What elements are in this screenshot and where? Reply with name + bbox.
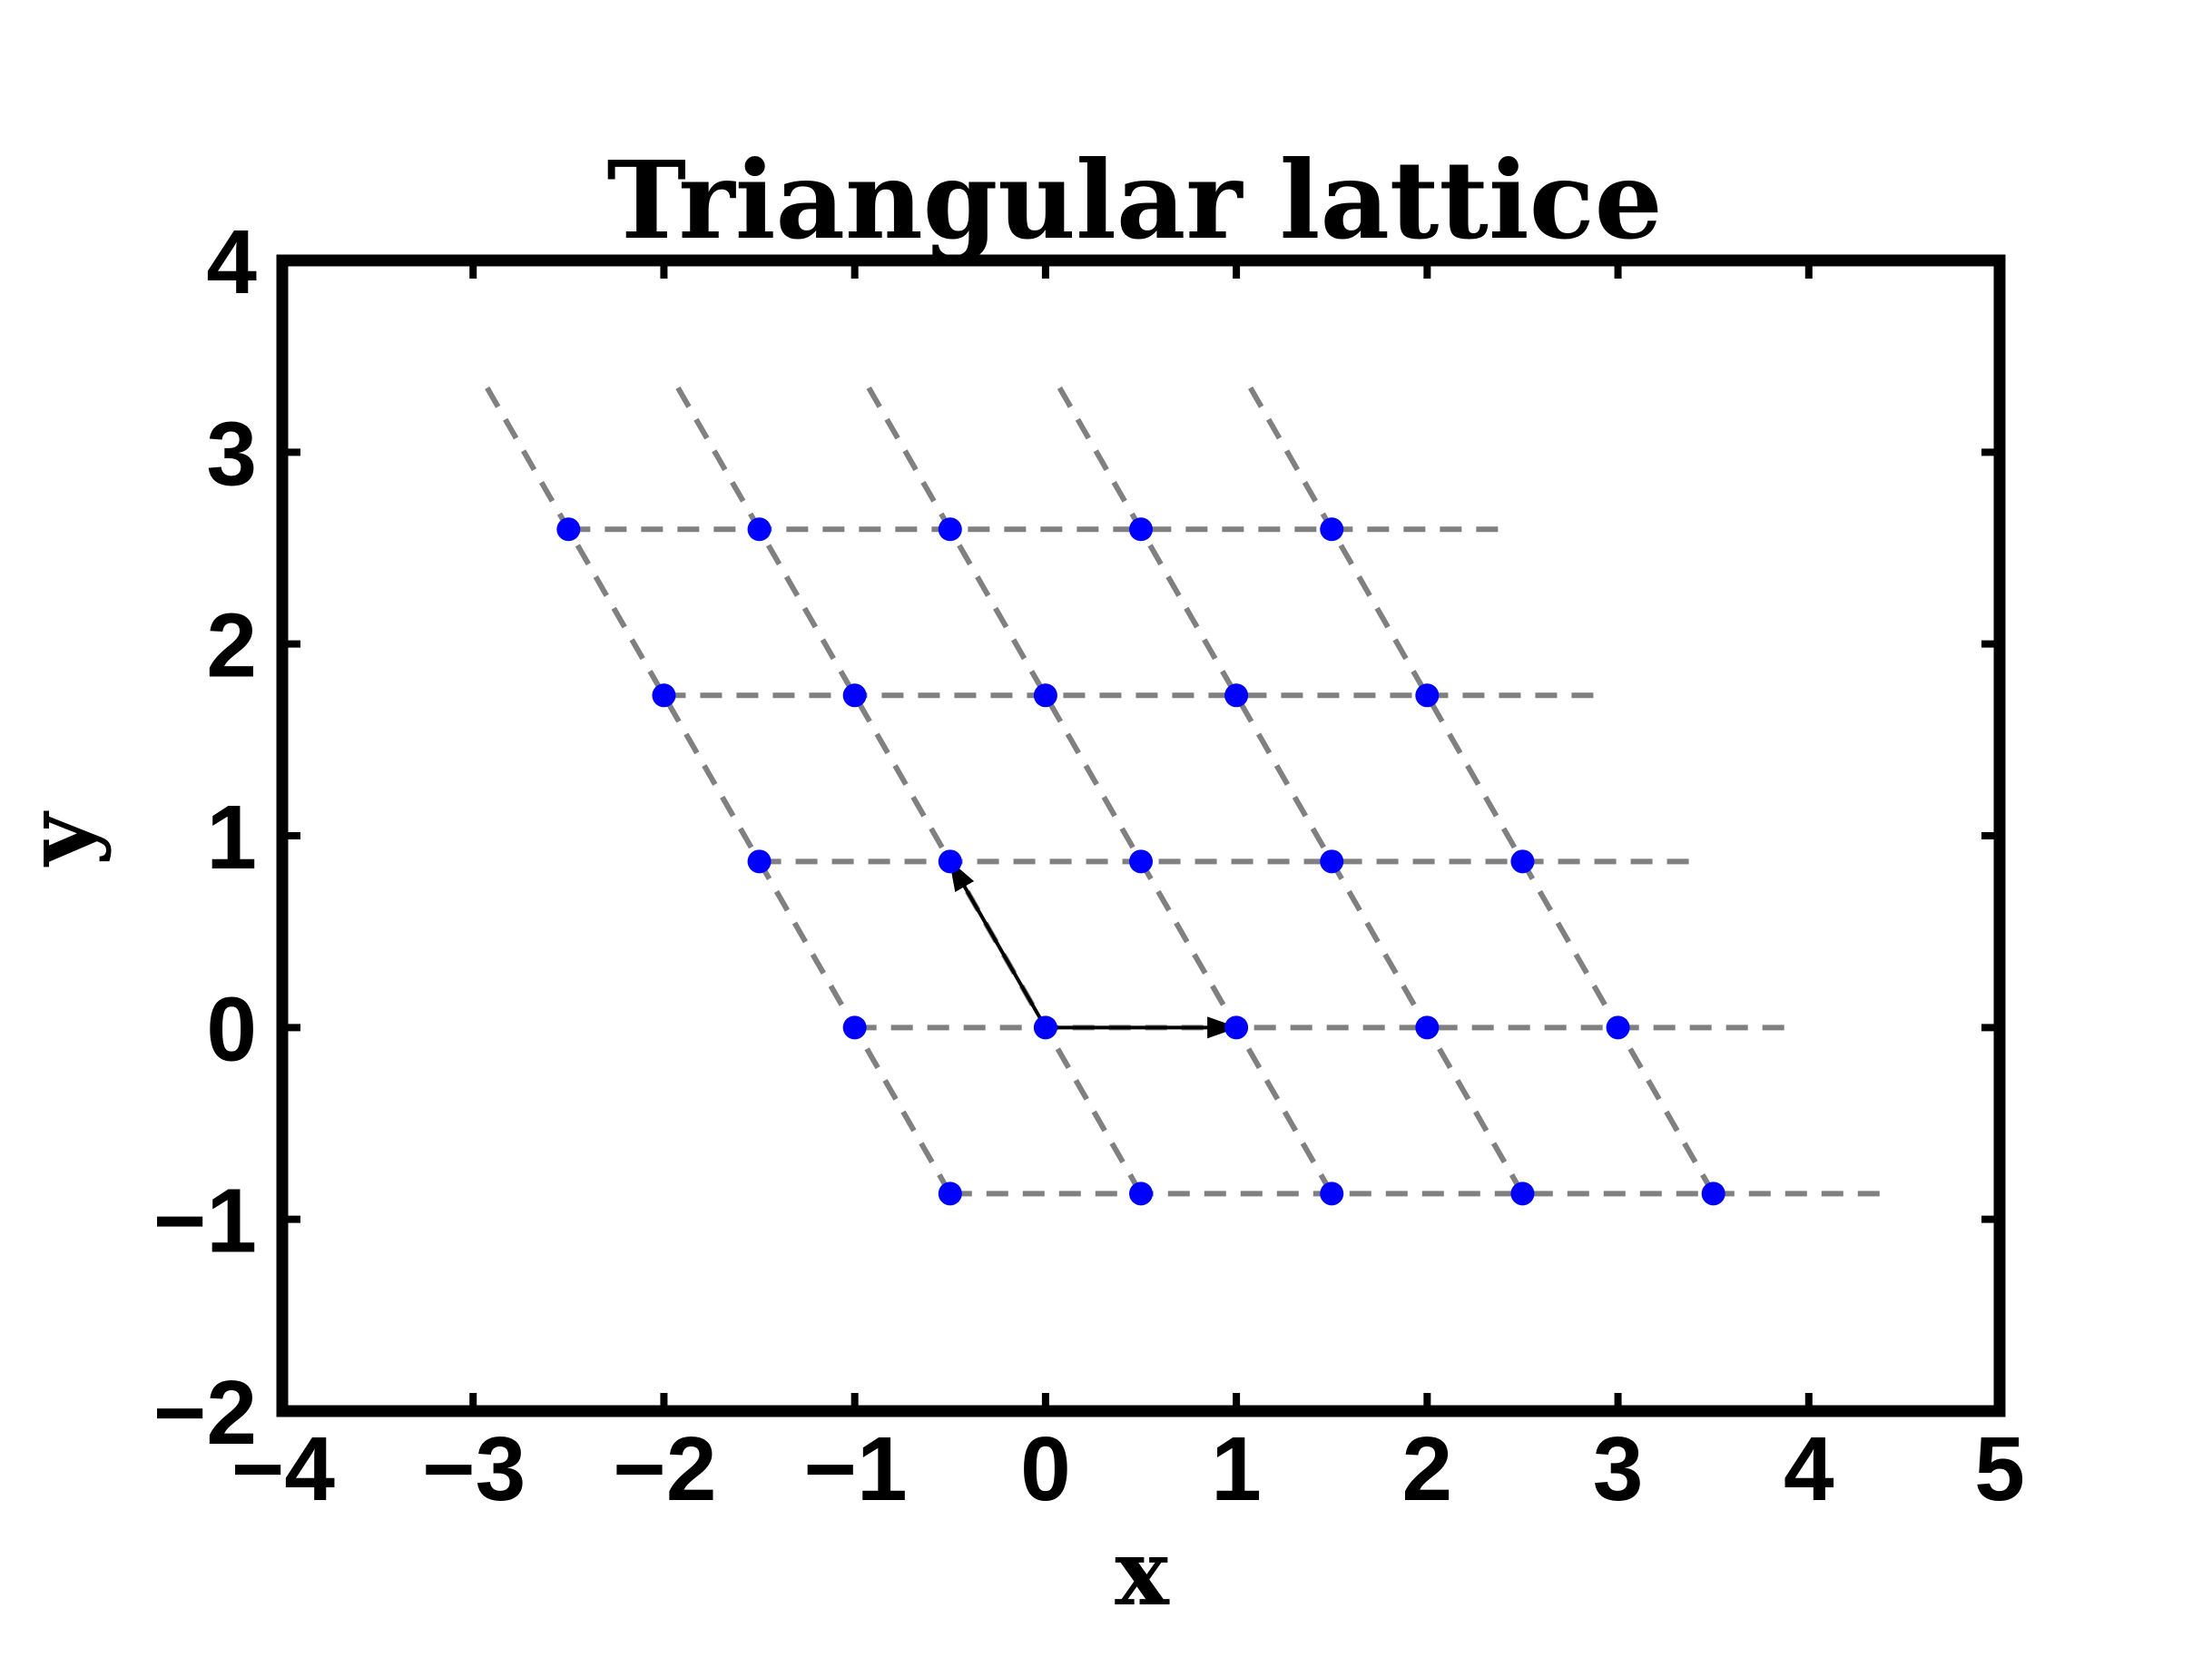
lattice-vector-arrow — [949, 859, 1047, 1029]
y-tick-label: 4 — [206, 211, 257, 313]
x-axis-label: x — [1115, 1519, 1170, 1626]
lattice-point — [1033, 683, 1057, 708]
lattice-point — [1224, 1015, 1249, 1040]
slanted-lattice-line — [1052, 378, 1526, 1195]
axes: −4 −3 −2 −1 0 1 2 3 4 5 −2 −1 0 1 2 3 4 — [153, 211, 2025, 1520]
slanted-lattice-line — [861, 378, 1334, 1195]
y-tick-label: 1 — [206, 787, 257, 888]
lattice-point — [938, 1182, 962, 1206]
lattice-point — [842, 683, 867, 708]
x-tick-label: 4 — [1784, 1418, 1834, 1520]
x-tick-label: 5 — [1974, 1418, 2025, 1520]
y-tick-label: 0 — [206, 978, 257, 1080]
y-tick-label: 3 — [206, 403, 257, 505]
lattice-point — [1510, 849, 1535, 874]
lattice-point — [1415, 1015, 1440, 1040]
lattice-point — [1320, 1182, 1344, 1206]
lattice-point — [1701, 1182, 1725, 1206]
lattice-point — [1510, 1182, 1535, 1206]
lattice-point — [556, 517, 581, 542]
lattice-point — [1320, 517, 1344, 542]
slanted-lattice-line — [480, 378, 953, 1195]
y-tick-label: −2 — [153, 1362, 257, 1464]
x-tick-label: −4 — [231, 1418, 335, 1520]
slanted-lattice-line — [671, 378, 1144, 1195]
y-tick-label: 2 — [206, 595, 257, 697]
chart-title: Triangular lattice — [606, 137, 1662, 263]
y-axis-label: y — [5, 810, 113, 868]
y-tick-label: −1 — [153, 1171, 257, 1272]
lattice-point — [747, 517, 772, 542]
lattice-point — [842, 1015, 867, 1040]
x-tick-label: −3 — [422, 1418, 526, 1520]
x-tick-label: 1 — [1211, 1418, 1262, 1520]
lattice-point — [1129, 517, 1153, 542]
x-tick-label: −1 — [804, 1418, 908, 1520]
x-tick-label: 3 — [1593, 1418, 1644, 1520]
lattice-point — [1606, 1015, 1630, 1040]
lattice-point — [1129, 1182, 1153, 1206]
plot-area — [480, 378, 1885, 1206]
x-tick-label: −2 — [613, 1418, 716, 1520]
lattice-point — [938, 517, 962, 542]
slanted-lattice-line — [1244, 378, 1716, 1195]
lattice-point — [652, 683, 676, 708]
lattice-point — [747, 849, 772, 874]
x-tick-label: 2 — [1402, 1418, 1453, 1520]
lattice-point — [1224, 683, 1249, 708]
lattice-point — [938, 849, 962, 874]
x-tick-label: 0 — [1020, 1418, 1071, 1520]
lattice-point — [1320, 849, 1344, 874]
lattice-point — [1415, 683, 1440, 708]
lattice-point — [1129, 849, 1153, 874]
lattice-point — [1033, 1015, 1057, 1040]
plot-frame — [276, 254, 2006, 1417]
